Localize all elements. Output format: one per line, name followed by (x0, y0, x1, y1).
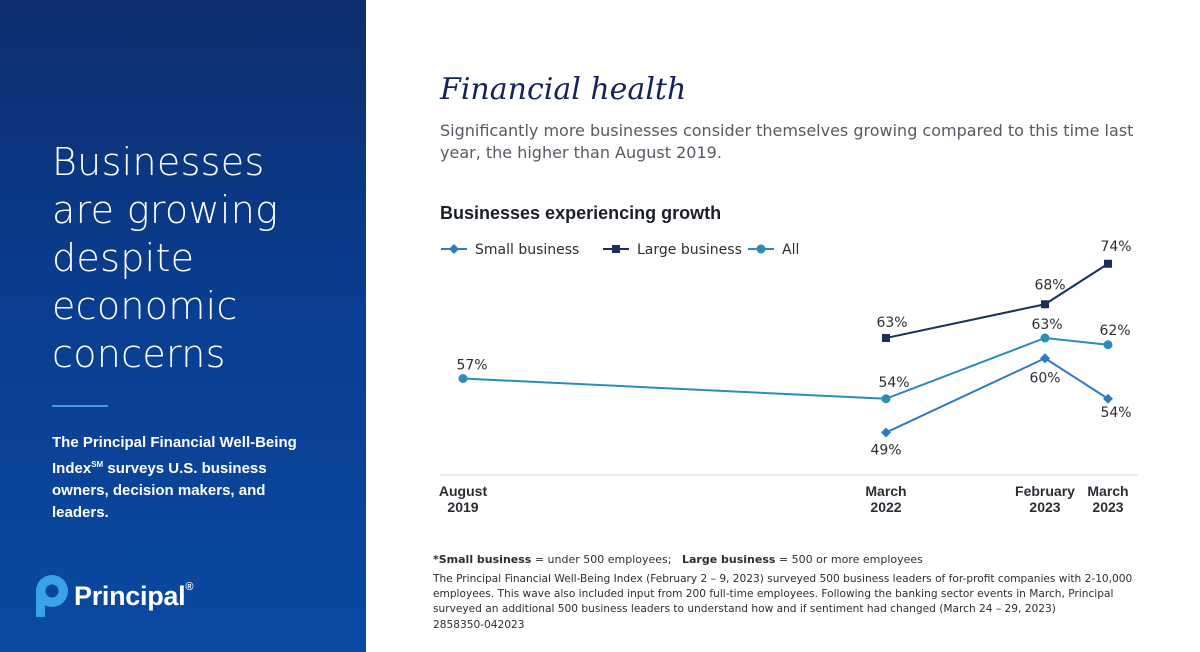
data-point-circle (1040, 333, 1050, 343)
sidebar-divider (52, 405, 108, 407)
data-point-diamond (881, 427, 891, 438)
footnote-survey: The Principal Financial Well-Being Index… (433, 573, 1133, 615)
headline-line: concerns (52, 332, 226, 376)
headline-line: economic (52, 284, 238, 328)
data-label: 68% (1034, 277, 1065, 293)
data-label: 54% (1100, 405, 1131, 421)
data-point-circle (881, 394, 891, 404)
x-tick-label: February (1015, 483, 1075, 499)
x-tick-label: August (439, 483, 488, 499)
data-point-diamond (1040, 353, 1050, 364)
chart-title: Businesses experiencing growth (440, 203, 722, 223)
x-tick-label: 2022 (870, 499, 901, 515)
service-mark: SM (91, 460, 104, 469)
sidebar-blurb: The Principal Financial Well-Being Index… (52, 432, 312, 524)
data-point-diamond (1103, 393, 1113, 404)
data-point-square (612, 245, 620, 253)
data-point-square (1041, 300, 1049, 309)
page-subtitle: Significantly more businesses consider t… (440, 121, 1134, 162)
data-label: 63% (876, 315, 907, 331)
page-title: Financial health (440, 72, 687, 107)
footnote-small-label: *Small business (433, 553, 532, 566)
legend-label: All (782, 242, 799, 258)
data-point-circle (1103, 340, 1113, 350)
headline-line: Businesses (52, 140, 265, 184)
series-line-large-business (885, 262, 1109, 339)
data-label: 60% (1029, 370, 1060, 386)
data-point-circle (458, 374, 468, 383)
x-tick-label: 2023 (1092, 499, 1123, 515)
series-line-all (462, 336, 1109, 400)
footnote-code: 2858350-042023 (433, 619, 525, 631)
data-label: 54% (878, 375, 909, 391)
x-tick-label: 2019 (447, 499, 478, 515)
principal-p-icon (36, 575, 68, 617)
data-point-diamond (449, 244, 459, 254)
blurb-text-2: surveys U.S. business owners, decision m… (52, 460, 267, 521)
sidebar-headline: Businesses are growing despite economic … (52, 138, 352, 378)
footnote-large-def: = 500 or more employees (775, 553, 923, 566)
data-label: 62% (1099, 323, 1130, 339)
footnote-small-def: = under 500 employees; (531, 553, 672, 566)
x-tick-label: March (1087, 483, 1128, 499)
principal-logo: Principal® (34, 574, 193, 618)
sidebar-panel: Businesses are growing despite economic … (0, 0, 366, 652)
footnote-large-label: Large business (682, 553, 776, 566)
blurb-text-1: The Principal Financial Well-Being Index (52, 434, 297, 477)
data-label: 63% (1031, 317, 1062, 333)
x-tick-label: 2023 (1029, 499, 1060, 515)
footnote-definitions: *Small business = under 500 employees; L… (433, 553, 923, 566)
headline-line: are growing (52, 188, 279, 232)
headline-line: despite (52, 236, 195, 280)
legend-label: Large business (637, 242, 742, 258)
data-point-square (882, 334, 890, 342)
series-line-small-business (885, 357, 1109, 434)
logo-registered-mark: ® (185, 580, 194, 593)
logo-text: Principal (74, 580, 186, 611)
data-point-circle (756, 244, 766, 254)
legend-label: Small business (475, 242, 579, 258)
data-label: 57% (456, 358, 487, 374)
logo-wordmark: Principal® (74, 581, 193, 612)
data-point-square (1104, 259, 1112, 268)
data-label: 49% (870, 443, 901, 459)
x-tick-label: March (865, 483, 906, 499)
data-label: 74% (1100, 239, 1131, 255)
